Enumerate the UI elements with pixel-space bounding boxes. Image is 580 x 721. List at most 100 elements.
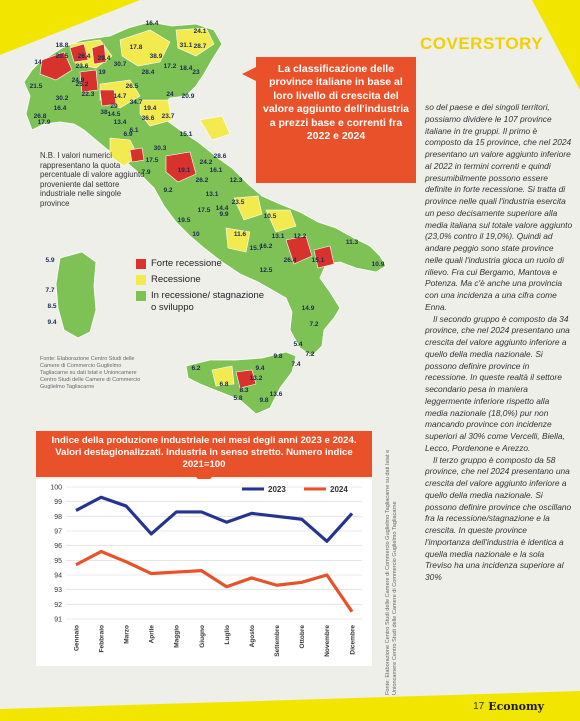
- legend-label: Recessione: [151, 274, 201, 285]
- page-number: 17: [473, 701, 485, 712]
- map-value-label: 10.5: [264, 213, 277, 220]
- map-value-label: 12.3: [230, 177, 243, 184]
- map-value-label: 22.3: [82, 91, 95, 98]
- legend-swatch: [136, 291, 146, 301]
- map-value-label: 7.2: [305, 351, 314, 358]
- map-value-label: 10: [192, 231, 200, 238]
- map-value-label: 29: [110, 103, 118, 110]
- map-value-label: 24: [166, 91, 174, 98]
- map-value-label: 7.9: [141, 169, 150, 176]
- line-chart: 91 92 93 94 95 96 97 98 99 100 Gennaio Febbraio Marz…: [36, 479, 372, 666]
- x-tick-label: Luglio: [224, 625, 231, 645]
- legend-item: In recessione/ stagnazione o sviluppo: [136, 290, 266, 314]
- legend-label: Forte recessione: [151, 258, 222, 269]
- y-tick-label: 99: [54, 499, 62, 506]
- production-chart: Indice della produzione industriale nei …: [36, 431, 372, 666]
- x-tick-label: Agosto: [249, 625, 256, 647]
- map-value-label: 24.9: [72, 77, 85, 84]
- strong-recession-region: [69, 43, 89, 63]
- map-value-label: 13.2: [250, 375, 263, 382]
- map-value-label: 23.7: [162, 113, 175, 120]
- map-value-label: 25.2: [76, 81, 89, 88]
- y-tick-label: 95: [54, 558, 62, 565]
- map-value-label: 26.2: [196, 177, 209, 184]
- map-value-label: 26.4: [78, 53, 91, 60]
- map-value-label: 30.7: [114, 61, 127, 68]
- y-tick-label: 93: [54, 587, 62, 594]
- map-value-label: 36.6: [142, 115, 155, 122]
- strong-recession-region: [165, 151, 197, 183]
- y-tick-label: 98: [54, 514, 62, 521]
- legend-label: 2023: [268, 485, 286, 494]
- map-value-label: 26.4: [284, 257, 297, 264]
- strong-recession-region: [285, 235, 313, 265]
- strong-recession-region: [79, 69, 99, 93]
- map-value-label: 9.8: [273, 353, 282, 360]
- map-value-label: 14.9: [302, 305, 315, 312]
- series-line-2023: [75, 495, 354, 543]
- strong-recession-region: [129, 147, 145, 163]
- map-value-label: 19.5: [178, 217, 191, 224]
- map-value-label: 34.7: [130, 99, 143, 106]
- map-value-label: 9.9: [219, 211, 228, 218]
- recession-region: [109, 137, 139, 167]
- map-value-label: 17.5: [146, 157, 159, 164]
- legend-swatch: [136, 259, 146, 269]
- map-value-label: 24.2: [200, 159, 213, 166]
- map-value-label: 13.4: [114, 119, 127, 126]
- map-value-label: 16.4: [54, 105, 67, 112]
- map-note: N.B. I valori numerici rappresentano la …: [40, 151, 145, 208]
- x-tick-label: Novembre: [324, 625, 331, 657]
- map-value-label: 5.8: [233, 395, 242, 402]
- map-value-label: 28.6: [214, 153, 227, 160]
- x-tick-label: Ottobre: [299, 625, 306, 649]
- legend-label: In recessione/ stagnazione o sviluppo: [151, 290, 265, 313]
- chart-title: Indice della produzione industriale nei …: [36, 431, 372, 485]
- map-value-label: 12.5: [260, 267, 273, 274]
- legend-item: Forte recessione: [136, 258, 266, 270]
- article-text: so del paese e dei singoli territori, po…: [425, 102, 573, 584]
- map-value-label: 5.9: [45, 257, 54, 264]
- map-value-label: 31.1: [180, 42, 193, 49]
- map-value-label: 15.1: [180, 131, 193, 138]
- map-value-label: 20.9: [182, 93, 195, 100]
- map-value-label: 15.7: [250, 245, 263, 252]
- map-value-label: 28.7: [194, 43, 207, 50]
- strong-recession-region: [313, 245, 335, 269]
- map-headline: La classificazione delle province italia…: [242, 57, 416, 183]
- strong-recession-areas: [39, 43, 335, 389]
- map-value-label: 16.4: [146, 20, 159, 27]
- x-tick-label: Gennaio: [73, 625, 80, 651]
- y-tick-label: 92: [54, 602, 62, 609]
- map-value-label: 30.2: [56, 95, 69, 102]
- map-value-label: 18.4: [180, 65, 193, 72]
- map-value-label: 38: [100, 109, 108, 116]
- x-tick-label: Marzo: [123, 625, 130, 644]
- x-tick-label: Maggio: [174, 625, 181, 648]
- legend-swatch: [136, 275, 146, 285]
- map-value-labels: 16.4 24.131.1 28.7 18.8 17.8 38.9 30.7 20.5 26.4…: [30, 20, 385, 404]
- map-value-label: 16.2: [260, 243, 273, 250]
- x-tick-label: Settembre: [274, 625, 281, 657]
- y-tick-label: 100: [50, 485, 62, 492]
- map-value-label: 21.5: [30, 83, 43, 90]
- map-value-label: 14.7: [114, 93, 127, 100]
- map-value-label: 30.3: [154, 145, 167, 152]
- article-paragraph: so del paese e dei singoli territori, po…: [425, 102, 573, 312]
- map-value-label: 13.1: [206, 191, 219, 198]
- map-value-label: 9.4: [47, 319, 56, 326]
- map-value-label: 23: [192, 69, 200, 76]
- x-tick-label: Dicembre: [349, 625, 356, 655]
- map-value-label: 19: [98, 69, 106, 76]
- map-value-label: 14.5: [108, 111, 121, 118]
- map-value-label: 6.8: [219, 381, 228, 388]
- page-footer: 17 Economy: [473, 700, 544, 713]
- map-value-label: 7.4: [291, 361, 300, 368]
- section-label: COVERSTORY: [420, 34, 544, 53]
- map-value-label: 16.1: [210, 167, 223, 174]
- map-value-label: 12.2: [294, 233, 307, 240]
- map-value-label: 9.4: [255, 365, 264, 372]
- map-source-note: Fonte: Elaborazione Centro Studi delle C…: [40, 356, 141, 390]
- map-value-label: 13.6: [270, 391, 283, 398]
- map-value-label: 15.1: [312, 257, 325, 264]
